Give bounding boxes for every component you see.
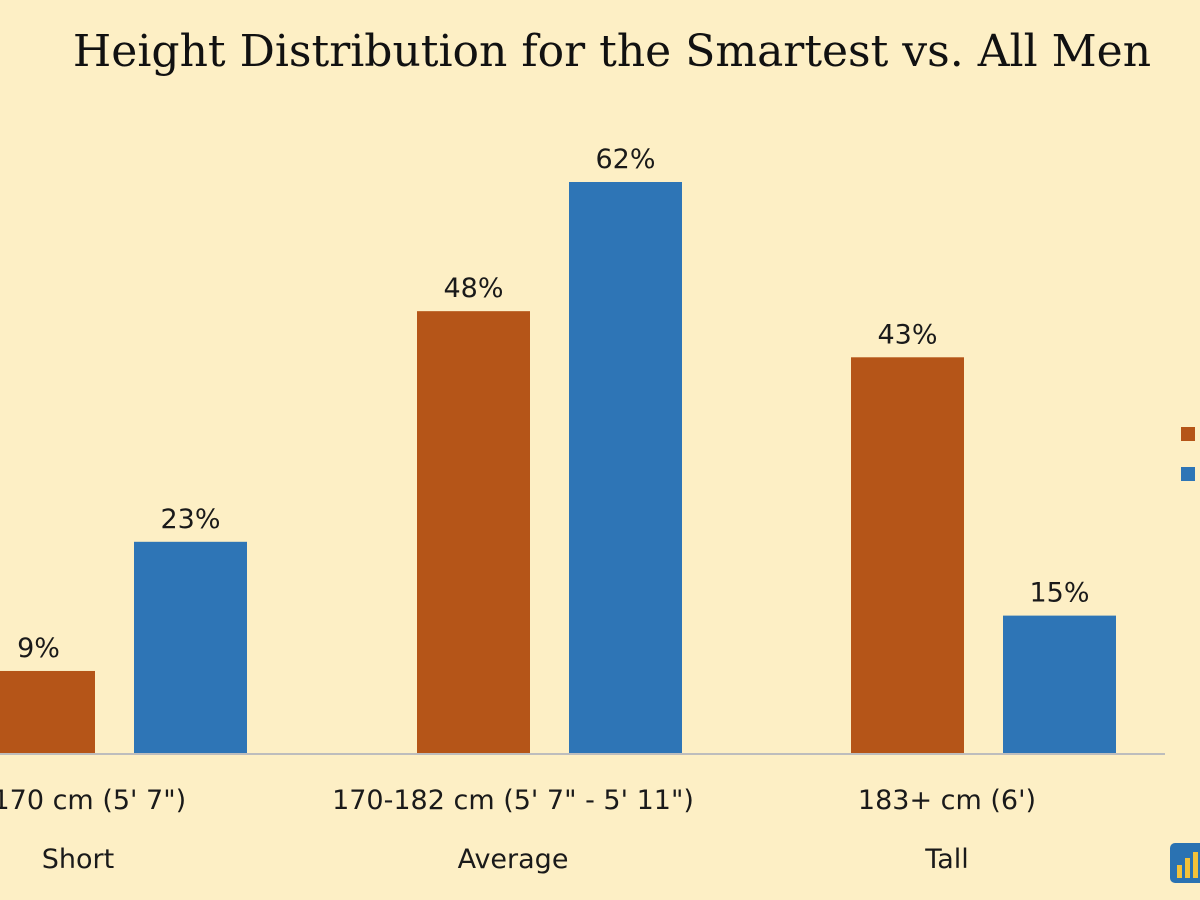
bar-series-2-cat-3 (1003, 615, 1116, 754)
category-sublabel-3: Tall (924, 844, 969, 875)
category-label-2: 170-182 cm (5' 7" - 5' 11") (332, 785, 694, 816)
legend (1181, 427, 1195, 481)
data-label-series-2-cat-2: 62% (595, 144, 655, 175)
category-sublabel-2: Average (458, 844, 569, 875)
category-sublabel-1: Short (42, 844, 114, 875)
bar-series-2-cat-1 (134, 541, 247, 754)
category-label-1: <170 cm (5' 7") (0, 785, 186, 816)
data-label-series-2-cat-1: 23% (160, 504, 220, 535)
legend-swatch-series-2 (1181, 467, 1195, 481)
bar-series-1-cat-2 (417, 311, 530, 754)
bars-layer (0, 182, 1116, 754)
data-labels-layer: 9% 48% 43% 23% 62% 15% (17, 144, 1089, 664)
data-label-series-1-cat-3: 43% (877, 319, 937, 350)
legend-swatch-series-1 (1181, 427, 1195, 441)
bar-series-1-cat-3 (851, 357, 964, 754)
bar-series-1-cat-1 (0, 670, 95, 754)
bar-series-2-cat-2 (569, 182, 682, 754)
category-label-3: 183+ cm (6') (858, 785, 1036, 816)
chart-title: Height Distribution for the Smartest vs.… (73, 26, 1151, 77)
category-labels-layer: <170 cm (5' 7") Short 170-182 cm (5' 7" - … (0, 785, 1036, 875)
data-label-series-1-cat-2: 48% (443, 273, 503, 304)
data-label-series-1-cat-1: 9% (17, 633, 60, 664)
data-label-series-2-cat-3: 15% (1029, 578, 1089, 609)
bar-chart-logo-icon (1170, 843, 1200, 883)
